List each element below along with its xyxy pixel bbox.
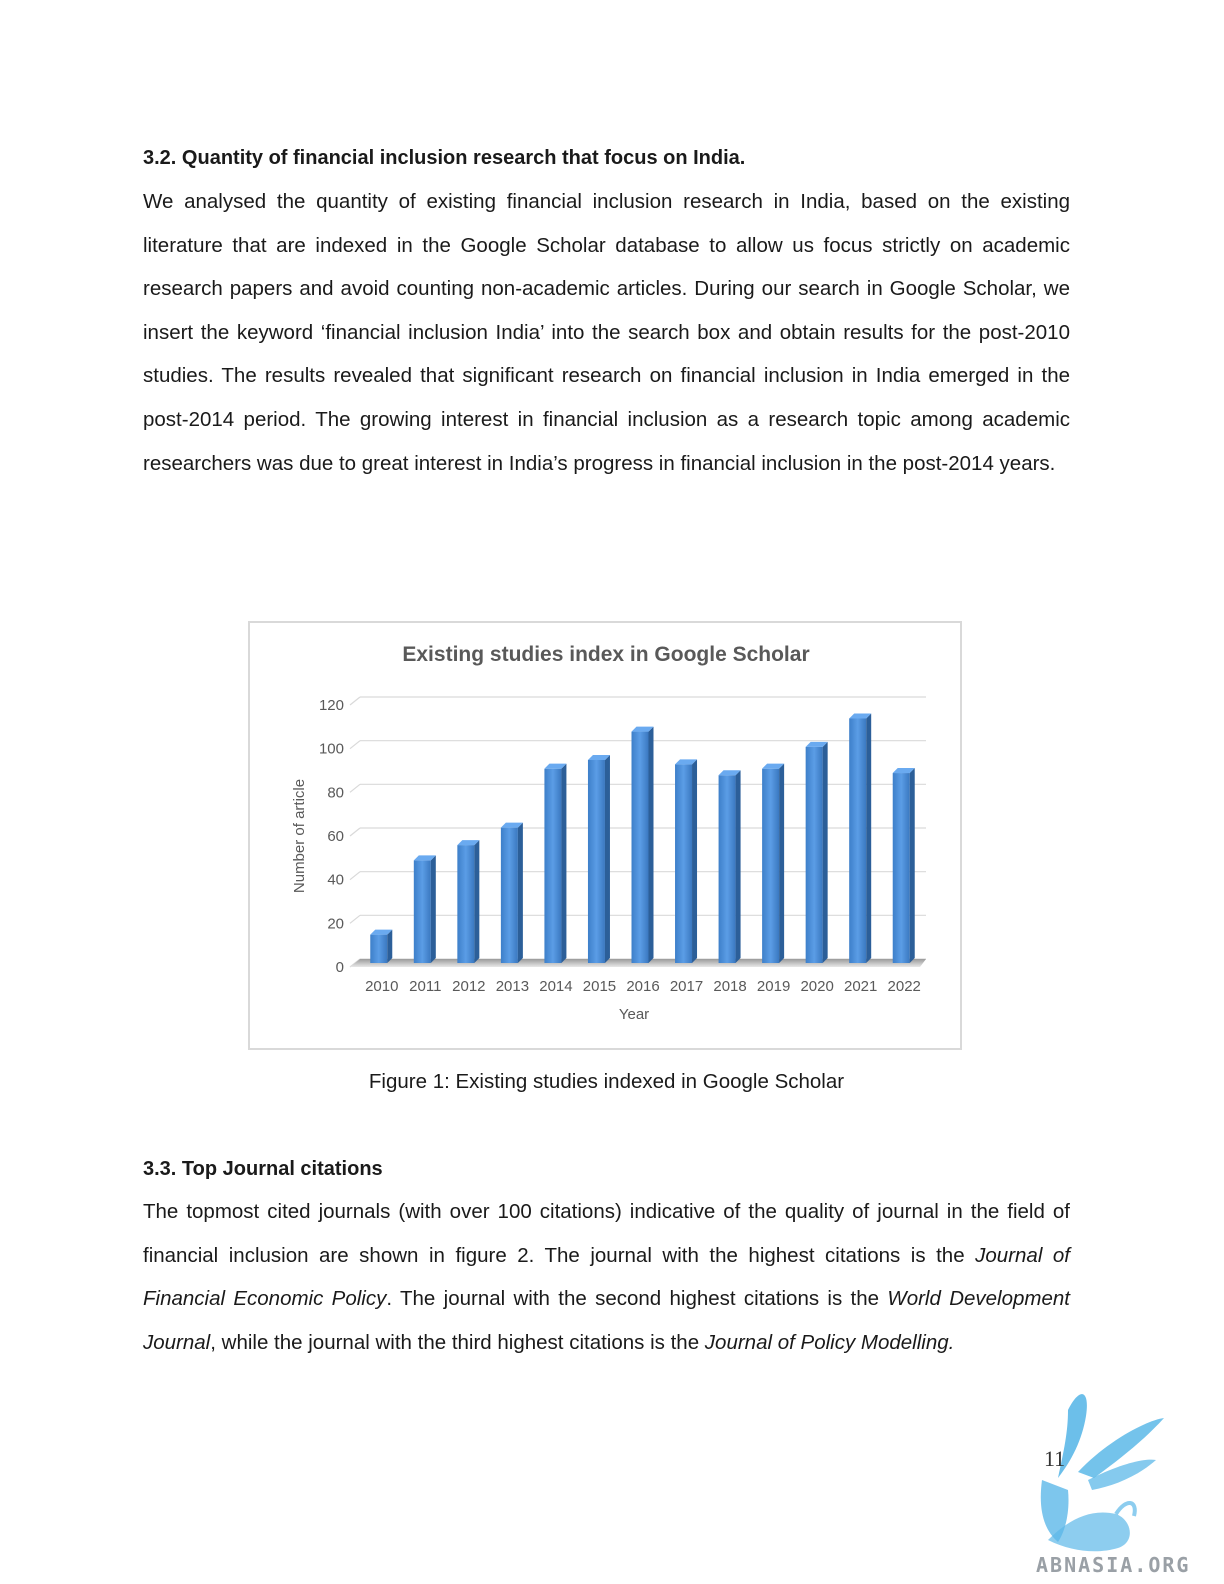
y-tick-label: 80 [327, 784, 344, 801]
x-tick-label: 2012 [452, 978, 485, 995]
bar-2013 [500, 822, 523, 963]
x-tick-label: 2013 [496, 978, 529, 995]
y-tick-label: 40 [327, 872, 344, 889]
bar-2014 [544, 763, 567, 963]
x-tick-label: 2018 [713, 978, 746, 995]
section-paragraph-3-2: We analysed the quantity of existing fin… [143, 190, 1070, 475]
gridline-depth [349, 827, 361, 837]
gridline-depth [349, 914, 361, 924]
journal-name-1: Journal of Financial Economic Policy [143, 1243, 1070, 1311]
x-tick-label: 2022 [888, 978, 921, 995]
journal-name-3: Journal of Policy Modelling. [704, 1330, 955, 1354]
x-axis-label: Year [619, 1006, 649, 1023]
bar-2022 [892, 768, 915, 963]
paragraph-text-3: , while the journal with the third highe… [210, 1330, 705, 1354]
y-tick-label: 0 [336, 959, 344, 976]
x-tick-label: 2011 [409, 978, 441, 995]
bar-chart-figure: Existing studies index in Google Scholar… [248, 621, 962, 1050]
section-heading-3-2: 3.2. Quantity of financial inclusion res… [143, 147, 746, 169]
y-tick-label: 60 [327, 828, 344, 845]
paragraph-text-2: . The journal with the second highest ci… [386, 1287, 888, 1311]
x-tick-label: 2021 [844, 978, 877, 995]
y-tick-label: 120 [319, 697, 344, 714]
bar-2021 [849, 713, 872, 963]
bar-2016 [631, 726, 654, 963]
bar-2011 [413, 855, 436, 963]
x-tick-label: 2017 [670, 978, 703, 995]
feather-lion-logo-icon [1040, 1394, 1164, 1552]
gridline-depth [349, 740, 361, 750]
y-tick-label: 100 [319, 741, 344, 758]
y-axis-label: Number of article [291, 779, 308, 893]
x-tick-label: 2019 [757, 978, 790, 995]
x-tick-label: 2016 [626, 978, 659, 995]
bar-2012 [457, 840, 480, 963]
gridline-depth [349, 783, 361, 793]
paragraph-text-1: The topmost cited journals (with over 10… [143, 1200, 1070, 1267]
page-number: 11 [1044, 1446, 1066, 1471]
bar-2018 [718, 770, 741, 963]
bar-2010 [370, 929, 393, 963]
watermark-text: ABNASIA.ORG [1036, 1553, 1191, 1577]
gridline-depth [349, 696, 361, 706]
x-tick-label: 2015 [583, 978, 616, 995]
chart-title: Existing studies index in Google Scholar [402, 643, 809, 666]
section-heading-3-3: 3.3. Top Journal citations [143, 1158, 383, 1180]
x-tick-label: 2010 [365, 978, 398, 995]
y-tick-label: 20 [327, 915, 344, 932]
bar-2015 [587, 754, 610, 963]
gridline-depth [349, 871, 361, 881]
bar-chart: Existing studies index in Google Scholar… [291, 643, 926, 1023]
bar-2017 [675, 759, 698, 963]
x-tick-label: 2020 [800, 978, 833, 995]
journal-name-2: World Development Journal [143, 1287, 1070, 1354]
x-tick-label: 2014 [539, 978, 572, 995]
bar-2019 [762, 763, 785, 963]
section-paragraph-3-3: The topmost cited journals (with over 10… [143, 1190, 1070, 1364]
bar-2020 [805, 741, 828, 963]
figure-caption: Figure 1: Existing studies indexed in Go… [368, 1070, 845, 1093]
